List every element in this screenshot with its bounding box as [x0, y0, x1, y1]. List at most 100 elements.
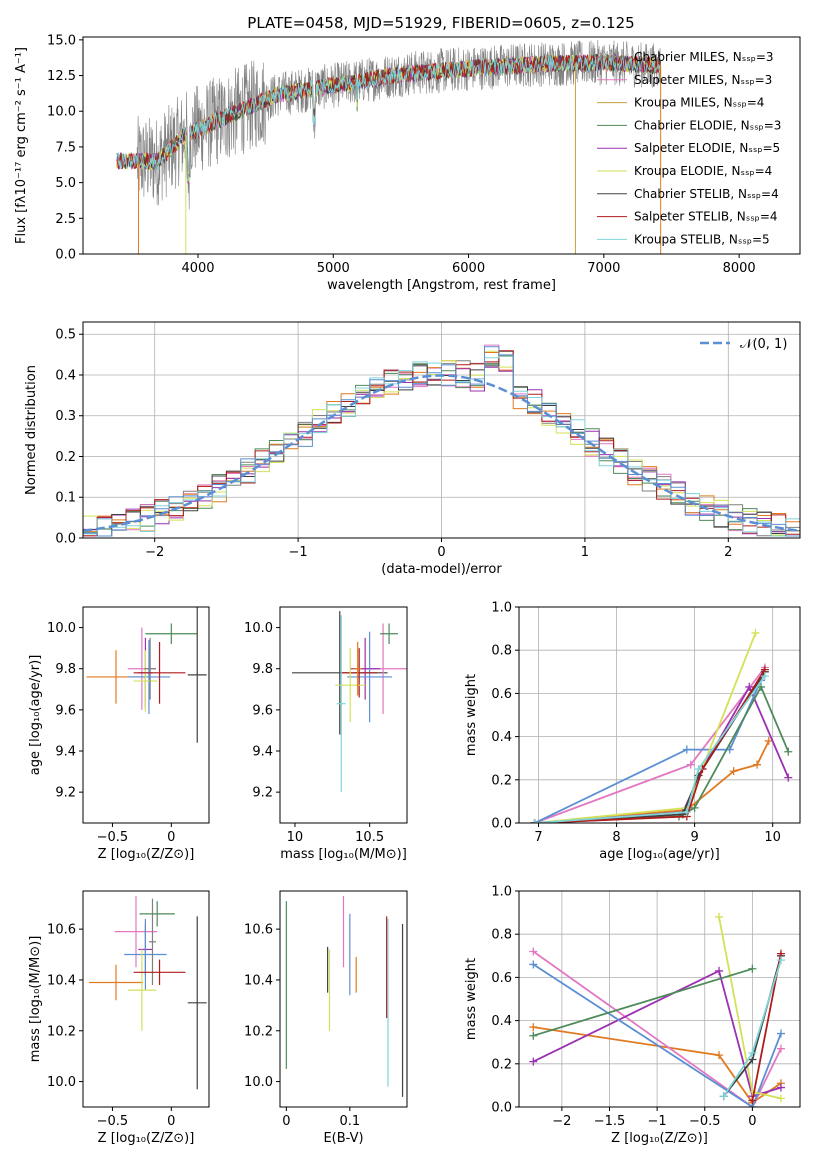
weight-line	[532, 969, 782, 1098]
normal-curve	[83, 374, 800, 533]
x-tick-label: 6000	[452, 261, 485, 276]
weight-marker	[529, 1057, 538, 1066]
x-tick-label: 0	[748, 1114, 756, 1129]
legend: 𝒩(0, 1)	[700, 337, 787, 352]
panel-spectrum: 4000 5000 6000 7000 8000 0.0 2.5 5.0 7.5 10.0 12.5…	[14, 33, 801, 293]
y-axis-label: age [log₁₀(age/yr)]	[28, 655, 43, 776]
plot-area	[285, 896, 404, 1097]
weight-marker	[530, 819, 539, 823]
y-tick-label: 0.2	[491, 1057, 512, 1072]
y-tick-label: 0.1	[55, 491, 76, 506]
x-tick-label: 7	[534, 830, 542, 845]
y-tick-label: 0.5	[55, 328, 76, 343]
x-axis-label: Z [log₁₀(Z/Z⊙)]	[611, 1131, 708, 1146]
plot-area	[530, 628, 793, 823]
y-tick-label: 0.6	[491, 971, 512, 986]
weight-marker	[764, 736, 773, 745]
x-tick-label: 4000	[181, 261, 214, 276]
x-tick-label: 0.1	[340, 1114, 361, 1129]
legend-label: Salpeter ELODIE, Nₛₛₚ=5	[634, 141, 780, 155]
y-tick-label: 1.0	[491, 601, 512, 616]
x-axis-label: Z [log₁₀(Z/Z⊙)]	[98, 1131, 195, 1146]
axes-frame	[518, 890, 801, 1108]
weight-marker	[715, 966, 724, 975]
x-tick-label: −1	[648, 1114, 667, 1129]
y-tick-label: 0.8	[491, 644, 512, 659]
y-tick-label: 9.2	[252, 786, 273, 801]
y-tick-label: 10.0	[47, 621, 76, 636]
legend-label: 𝒩(0, 1)	[740, 337, 787, 352]
y-tick-label: 10.2	[244, 1024, 273, 1039]
weight-marker	[751, 628, 760, 637]
weight-marker	[715, 912, 724, 921]
weight-marker	[529, 1023, 538, 1032]
legend: Chabrier MILES, Nₛₛₚ=3 Salpeter MILES, Nₛ…	[597, 50, 781, 246]
y-tick-label: 0.2	[55, 450, 76, 465]
axes-frame	[82, 606, 210, 824]
legend-label: Salpeter STELIB, Nₛₛₚ=4	[634, 210, 778, 224]
plot-area	[83, 344, 800, 537]
y-tick-label: 9.2	[55, 786, 76, 801]
weight-marker	[686, 760, 695, 769]
weight-marker	[745, 682, 754, 691]
weight-marker	[748, 1087, 757, 1096]
y-tick-label: 10.0	[244, 1075, 273, 1090]
weight-line	[532, 950, 782, 1107]
legend-label: Chabrier ELODIE, Nₛₛₚ=3	[634, 118, 781, 132]
y-tick-label: 9.4	[252, 745, 273, 760]
y-tick-label: 0.8	[491, 928, 512, 943]
weight-marker	[784, 747, 793, 756]
weight-marker	[729, 767, 738, 776]
weight-line	[534, 680, 762, 823]
legend-label: Chabrier STELIB, Nₛₛₚ=4	[634, 187, 779, 201]
x-tick-label: 2	[724, 545, 732, 560]
weight-line	[534, 666, 766, 823]
plot-area	[529, 912, 785, 1107]
weight-marker	[682, 745, 691, 754]
legend-label: Kroupa STELIB, Nₛₛₚ=5	[634, 232, 770, 246]
weight-marker	[715, 1051, 724, 1060]
x-tick-label: −2	[145, 545, 164, 560]
x-tick-label: 1	[581, 545, 589, 560]
axes-frame	[518, 606, 801, 824]
x-tick-label: 8000	[723, 261, 756, 276]
x-axis-label: wavelength [Angstrom, rest frame]	[327, 278, 556, 293]
weight-marker	[748, 1096, 757, 1105]
y-tick-label: 9.6	[55, 703, 76, 718]
y-axis-label: mass weight	[464, 674, 479, 756]
x-tick-label: 7000	[587, 261, 620, 276]
y-tick-label: 10.6	[47, 923, 76, 938]
y-tick-label: 10.2	[47, 1024, 76, 1039]
weight-marker	[753, 760, 762, 769]
y-axis-label: Flux [fλ10⁻¹⁷ erg cm⁻² s⁻¹ A⁻¹]	[14, 47, 29, 244]
weight-marker	[682, 808, 691, 817]
histogram-step	[83, 354, 800, 537]
y-tick-label: 0.6	[491, 687, 512, 702]
y-tick-label: 10.0	[47, 105, 76, 120]
panel-mass-age: 10 10.5 9.2 9.4 9.6 9.8 10.0 mass [log₁₀(M/M⊙)]	[244, 606, 408, 862]
y-axis-label: mass [log₁₀(M/M⊙)]	[28, 936, 43, 1063]
y-tick-label: 15.0	[47, 33, 76, 48]
y-tick-label: 9.8	[55, 662, 76, 677]
legend-label: Salpeter MILES, Nₛₛₚ=3	[634, 73, 772, 87]
x-axis-label: Z [log₁₀(Z/Z⊙)]	[98, 847, 195, 862]
x-tick-label: 10	[764, 830, 781, 845]
y-tick-label: 12.5	[47, 69, 76, 84]
y-tick-label: 0.4	[491, 730, 512, 745]
weight-marker	[756, 682, 765, 691]
weight-marker	[748, 964, 757, 973]
y-tick-label: 10.4	[47, 973, 76, 988]
y-tick-label: 2.5	[55, 212, 76, 227]
y-tick-label: 10.6	[244, 923, 273, 938]
weight-marker	[748, 1049, 757, 1057]
x-tick-label: −1	[289, 545, 308, 560]
x-axis-label: mass [log₁₀(M/M⊙)]	[280, 847, 407, 862]
plot-area	[116, 39, 662, 254]
axes-frame	[279, 890, 408, 1108]
weight-marker	[690, 803, 699, 812]
y-tick-label: 9.8	[252, 662, 273, 677]
x-tick-label: 10.5	[355, 830, 384, 845]
weight-marker	[776, 1094, 785, 1103]
x-tick-label: −2	[552, 1114, 571, 1129]
